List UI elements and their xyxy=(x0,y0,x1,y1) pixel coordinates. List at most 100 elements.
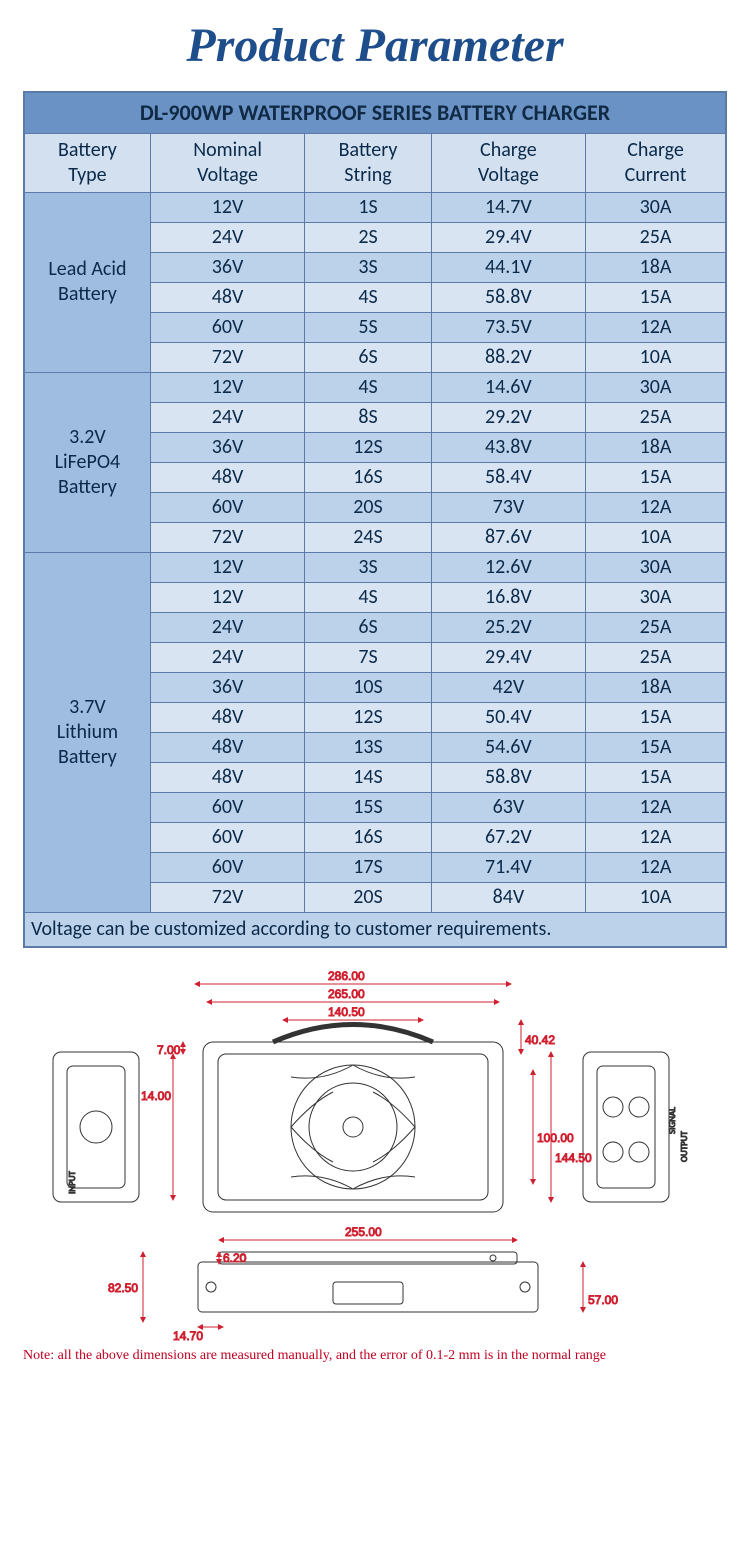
cell: 12V xyxy=(150,582,304,612)
cell: 30A xyxy=(586,372,726,402)
cell: 12S xyxy=(305,432,431,462)
cell: 30A xyxy=(586,552,726,582)
svg-text:144.50: 144.50 xyxy=(555,1151,592,1165)
cell: 30A xyxy=(586,582,726,612)
cell: 44.1V xyxy=(431,252,585,282)
svg-text:14.70: 14.70 xyxy=(173,1329,203,1342)
cell: 67.2V xyxy=(431,822,585,852)
cell: 12S xyxy=(305,702,431,732)
svg-text:82.50: 82.50 xyxy=(108,1281,138,1295)
cell: 87.6V xyxy=(431,522,585,552)
cell: 16S xyxy=(305,462,431,492)
page-title: Product Parameter xyxy=(0,0,750,83)
table-title-row: DL-900WP WATERPROOF SERIES BATTERY CHARG… xyxy=(24,92,726,133)
group-lithium: 3.7VLithiumBattery xyxy=(24,552,150,912)
col-battery-string: BatteryString xyxy=(305,133,431,192)
cell: 50.4V xyxy=(431,702,585,732)
cell: 30A xyxy=(586,192,726,222)
svg-text:255.00: 255.00 xyxy=(345,1225,382,1239)
col-nominal-voltage: NominalVoltage xyxy=(150,133,304,192)
dimension-note: Note: all the above dimensions are measu… xyxy=(23,1348,727,1364)
cell: 24V xyxy=(150,612,304,642)
cell: 2S xyxy=(305,222,431,252)
cell: 14.6V xyxy=(431,372,585,402)
cell: 7S xyxy=(305,642,431,672)
svg-text:14.00: 14.00 xyxy=(141,1089,171,1103)
cell: 25A xyxy=(586,612,726,642)
cell: 18A xyxy=(586,672,726,702)
cell: 12V xyxy=(150,372,304,402)
cell: 60V xyxy=(150,312,304,342)
cell: 60V xyxy=(150,492,304,522)
cell: 58.8V xyxy=(431,282,585,312)
cell: 25A xyxy=(586,642,726,672)
cell: 12A xyxy=(586,822,726,852)
cell: 12.6V xyxy=(431,552,585,582)
cell: 84V xyxy=(431,882,585,912)
cell: 12V xyxy=(150,192,304,222)
cell: 63V xyxy=(431,792,585,822)
group-lead-acid: Lead AcidBattery xyxy=(24,192,150,372)
cell: 72V xyxy=(150,882,304,912)
svg-text:140.50: 140.50 xyxy=(328,1005,365,1019)
cell: 36V xyxy=(150,432,304,462)
cell: 36V xyxy=(150,672,304,702)
cell: 42V xyxy=(431,672,585,702)
cell: 48V xyxy=(150,702,304,732)
cell: 72V xyxy=(150,342,304,372)
cell: 15A xyxy=(586,282,726,312)
cell: 88.2V xyxy=(431,342,585,372)
cell: 24V xyxy=(150,402,304,432)
cell: 4S xyxy=(305,582,431,612)
cell: 71.4V xyxy=(431,852,585,882)
cell: 6S xyxy=(305,612,431,642)
cell: 58.8V xyxy=(431,762,585,792)
cell: 18A xyxy=(586,252,726,282)
cell: 5S xyxy=(305,312,431,342)
svg-text:7.00: 7.00 xyxy=(157,1043,181,1057)
cell: 17S xyxy=(305,852,431,882)
cell: 16.8V xyxy=(431,582,585,612)
svg-text:57.00: 57.00 xyxy=(588,1293,618,1307)
svg-text:6.20: 6.20 xyxy=(223,1251,247,1265)
cell: 48V xyxy=(150,282,304,312)
cell: 25A xyxy=(586,402,726,432)
cell: 12A xyxy=(586,312,726,342)
cell: 58.4V xyxy=(431,462,585,492)
cell: 20S xyxy=(305,492,431,522)
cell: 12A xyxy=(586,492,726,522)
table-row: 3.7VLithiumBattery 12V3S12.6V30A xyxy=(24,552,726,582)
svg-text:40.42: 40.42 xyxy=(525,1033,555,1047)
cell: 24V xyxy=(150,222,304,252)
cell: 73V xyxy=(431,492,585,522)
cell: 29.4V xyxy=(431,642,585,672)
column-header-row: BatteryType NominalVoltage BatteryString… xyxy=(24,133,726,192)
dimension-diagram: INPUT SIGNAL OUTPUT xyxy=(23,962,727,1342)
col-battery-type: BatteryType xyxy=(24,133,150,192)
cell: 15A xyxy=(586,702,726,732)
cell: 29.2V xyxy=(431,402,585,432)
cell: 10A xyxy=(586,522,726,552)
table-footer-row: Voltage can be customized according to c… xyxy=(24,912,726,947)
cell: 25A xyxy=(586,222,726,252)
cell: 24V xyxy=(150,642,304,672)
cell: 43.8V xyxy=(431,432,585,462)
cell: 54.6V xyxy=(431,732,585,762)
cell: 14S xyxy=(305,762,431,792)
cell: 4S xyxy=(305,282,431,312)
cell: 12A xyxy=(586,792,726,822)
cell: 15S xyxy=(305,792,431,822)
cell: 36V xyxy=(150,252,304,282)
cell: 16S xyxy=(305,822,431,852)
svg-text:265.00: 265.00 xyxy=(328,987,365,1001)
svg-text:100.00: 100.00 xyxy=(537,1131,574,1145)
cell: 10S xyxy=(305,672,431,702)
col-charge-current: ChargeCurrent xyxy=(586,133,726,192)
group-lifepo4: 3.2VLiFePO4Battery xyxy=(24,372,150,552)
svg-text:286.00: 286.00 xyxy=(328,969,365,983)
svg-text:SIGNAL: SIGNAL xyxy=(667,1106,678,1133)
svg-text:INPUT: INPUT xyxy=(67,1170,78,1194)
cell: 60V xyxy=(150,852,304,882)
cell: 24S xyxy=(305,522,431,552)
cell: 3S xyxy=(305,252,431,282)
